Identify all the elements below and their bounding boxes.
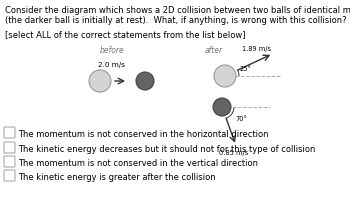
Text: The kinetic energy is greater after the collision: The kinetic energy is greater after the … [18, 172, 216, 181]
FancyBboxPatch shape [4, 127, 15, 138]
Text: after: after [205, 46, 223, 55]
Circle shape [136, 73, 154, 90]
FancyBboxPatch shape [4, 156, 15, 167]
Text: 70°: 70° [235, 115, 247, 121]
Text: [select ALL of the correct statements from the list below]: [select ALL of the correct statements fr… [5, 30, 245, 39]
Circle shape [214, 66, 236, 87]
Circle shape [213, 99, 231, 116]
Text: The kinetic energy decreases but it should not for this type of collision: The kinetic energy decreases but it shou… [18, 144, 315, 153]
FancyBboxPatch shape [4, 170, 15, 181]
Text: (the darker ball is initially at rest).  What, if anything, is wrong with this c: (the darker ball is initially at rest). … [5, 16, 346, 25]
Text: The momentum is not conserved in the vertical direction: The momentum is not conserved in the ver… [18, 158, 258, 167]
Text: before: before [100, 46, 125, 55]
Circle shape [89, 71, 111, 93]
Text: 1.89 m/s: 1.89 m/s [242, 45, 271, 51]
Text: 25°: 25° [240, 66, 252, 72]
FancyBboxPatch shape [4, 142, 15, 153]
Text: The momentum is not conserved in the horizontal direction: The momentum is not conserved in the hor… [18, 129, 268, 138]
Text: 0.85 m/s: 0.85 m/s [219, 149, 248, 155]
Text: Consider the diagram which shows a 2D collision between two balls of identical m: Consider the diagram which shows a 2D co… [5, 6, 350, 15]
Text: 2.0 m/s: 2.0 m/s [98, 62, 126, 68]
